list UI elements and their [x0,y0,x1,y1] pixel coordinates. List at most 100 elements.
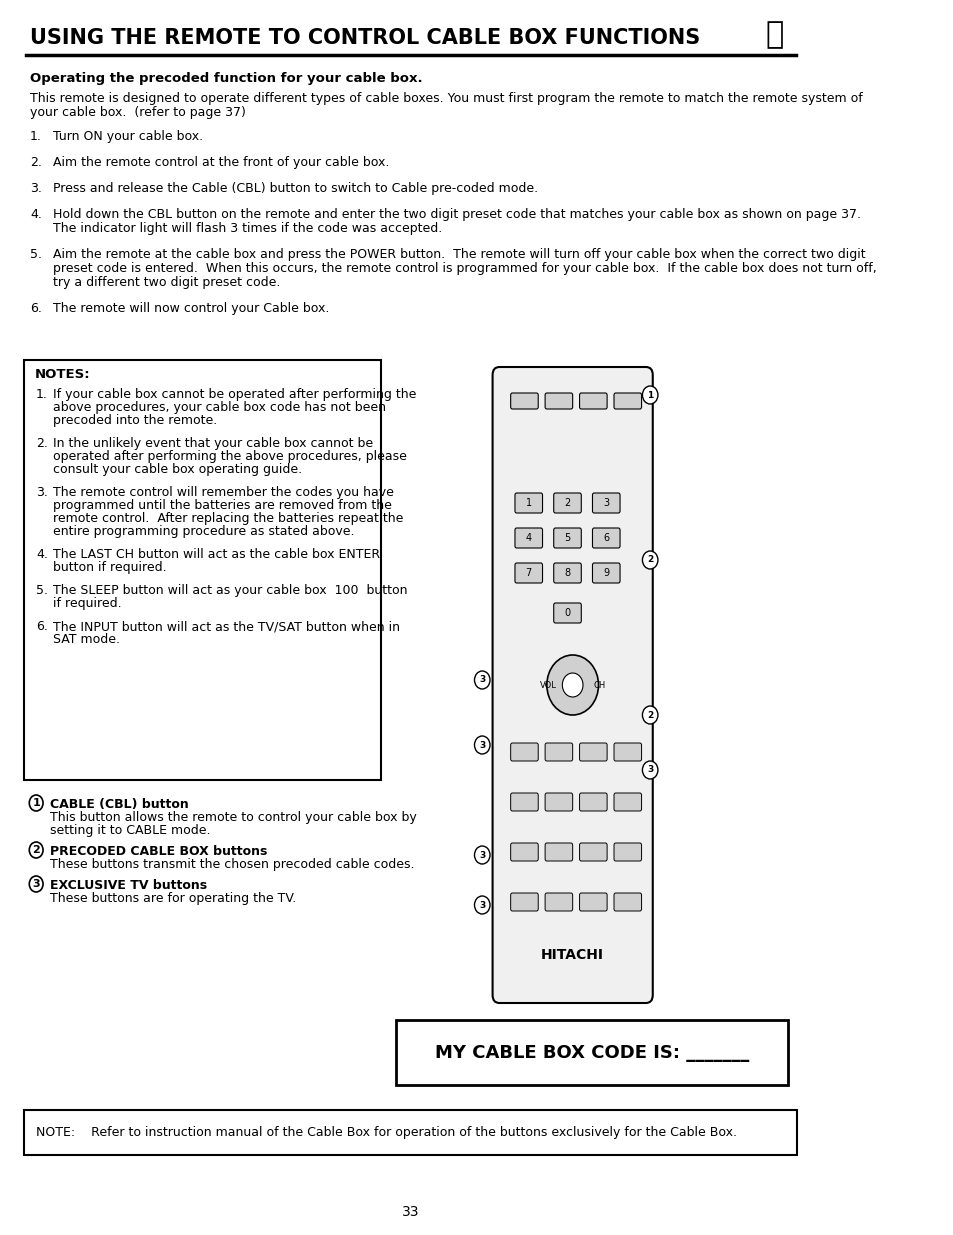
Text: 6: 6 [602,534,609,543]
Text: 6.: 6. [36,620,48,634]
Text: 2.: 2. [36,437,48,450]
FancyBboxPatch shape [510,393,537,409]
Text: remote control.  After replacing the batteries repeat the: remote control. After replacing the batt… [53,513,403,525]
Text: 3: 3 [478,676,485,684]
FancyBboxPatch shape [579,793,606,811]
Circle shape [30,842,43,858]
Text: 4: 4 [525,534,531,543]
Text: VOL: VOL [539,680,557,689]
Text: In the unlikely event that your cable box cannot be: In the unlikely event that your cable bo… [53,437,374,450]
Text: 33: 33 [401,1205,419,1219]
Text: These buttons transmit the chosen precoded cable codes.: These buttons transmit the chosen precod… [50,858,414,871]
Text: 3: 3 [32,879,40,889]
Text: Hold down the CBL button on the remote and enter the two digit preset code that : Hold down the CBL button on the remote a… [53,207,861,221]
Text: SAT mode.: SAT mode. [53,634,120,646]
FancyBboxPatch shape [515,529,542,548]
Text: entire programming procedure as stated above.: entire programming procedure as stated a… [53,525,355,538]
Text: This remote is designed to operate different types of cable boxes. You must firs: This remote is designed to operate diffe… [30,91,862,105]
FancyBboxPatch shape [395,1020,787,1086]
Text: The INPUT button will act as the TV/SAT button when in: The INPUT button will act as the TV/SAT … [53,620,400,634]
Circle shape [474,897,490,914]
FancyBboxPatch shape [544,893,572,911]
Circle shape [30,795,43,811]
FancyBboxPatch shape [492,367,652,1003]
Text: PRECODED CABLE BOX buttons: PRECODED CABLE BOX buttons [50,845,267,858]
Circle shape [641,706,658,724]
Text: 4.: 4. [30,207,42,221]
Text: preset code is entered.  When this occurs, the remote control is programmed for : preset code is entered. When this occurs… [53,262,876,275]
Text: 1: 1 [646,390,653,399]
Text: your cable box.  (refer to page 37): your cable box. (refer to page 37) [30,106,246,119]
Text: 6.: 6. [30,303,42,315]
Text: 3: 3 [602,498,609,508]
FancyBboxPatch shape [592,529,619,548]
FancyBboxPatch shape [579,893,606,911]
Text: 5.: 5. [30,248,42,261]
Text: consult your cable box operating guide.: consult your cable box operating guide. [53,463,302,475]
Text: CABLE (CBL) button: CABLE (CBL) button [50,798,189,811]
Text: 9: 9 [602,568,609,578]
Text: 2: 2 [646,710,653,720]
Text: The LAST CH button will act as the cable box ENTER: The LAST CH button will act as the cable… [53,548,380,561]
Text: if required.: if required. [53,597,122,610]
Text: 1.: 1. [30,130,42,143]
FancyBboxPatch shape [510,743,537,761]
Text: 2: 2 [646,556,653,564]
Text: Turn ON your cable box.: Turn ON your cable box. [53,130,203,143]
Text: The remote will now control your Cable box.: The remote will now control your Cable b… [53,303,330,315]
FancyBboxPatch shape [24,1110,796,1155]
Text: Press and release the Cable (CBL) button to switch to Cable pre-coded mode.: Press and release the Cable (CBL) button… [53,182,537,195]
FancyBboxPatch shape [614,393,641,409]
Text: These buttons are for operating the TV.: These buttons are for operating the TV. [50,892,295,905]
FancyBboxPatch shape [544,844,572,861]
FancyBboxPatch shape [544,793,572,811]
FancyBboxPatch shape [510,844,537,861]
FancyBboxPatch shape [553,603,580,622]
Text: 3: 3 [646,766,653,774]
FancyBboxPatch shape [510,893,537,911]
Text: CH: CH [593,680,605,689]
FancyBboxPatch shape [579,844,606,861]
Text: The SLEEP button will act as your cable box  100  button: The SLEEP button will act as your cable … [53,584,408,597]
Text: The remote control will remember the codes you have: The remote control will remember the cod… [53,487,394,499]
Circle shape [474,671,490,689]
FancyBboxPatch shape [614,893,641,911]
Circle shape [546,655,598,715]
Text: Aim the remote control at the front of your cable box.: Aim the remote control at the front of y… [53,156,390,169]
Circle shape [474,736,490,755]
FancyBboxPatch shape [553,529,580,548]
Text: setting it to CABLE mode.: setting it to CABLE mode. [50,824,211,837]
Circle shape [641,761,658,779]
Text: precoded into the remote.: precoded into the remote. [53,414,217,427]
Text: above procedures, your cable box code has not been: above procedures, your cable box code ha… [53,401,386,414]
Text: 1: 1 [525,498,531,508]
Text: 7: 7 [525,568,532,578]
Text: 3: 3 [478,900,485,909]
Text: 📱: 📱 [765,20,783,49]
FancyBboxPatch shape [515,493,542,513]
Text: This button allows the remote to control your cable box by: This button allows the remote to control… [50,811,416,824]
Text: NOTE:    Refer to instruction manual of the Cable Box for operation of the butto: NOTE: Refer to instruction manual of the… [36,1126,737,1139]
FancyBboxPatch shape [515,563,542,583]
Circle shape [641,387,658,404]
FancyBboxPatch shape [579,393,606,409]
Text: HITACHI: HITACHI [540,948,603,962]
Text: 1: 1 [32,798,40,808]
Text: 8: 8 [564,568,570,578]
Text: MY CABLE BOX CODE IS: _______: MY CABLE BOX CODE IS: _______ [435,1044,748,1062]
FancyBboxPatch shape [592,493,619,513]
Text: 5: 5 [564,534,570,543]
Text: operated after performing the above procedures, please: operated after performing the above proc… [53,450,407,463]
Text: If your cable box cannot be operated after performing the: If your cable box cannot be operated aft… [53,388,416,401]
FancyBboxPatch shape [544,743,572,761]
FancyBboxPatch shape [614,743,641,761]
Text: 2: 2 [564,498,570,508]
Text: button if required.: button if required. [53,561,167,574]
Circle shape [474,846,490,864]
FancyBboxPatch shape [614,793,641,811]
Text: 3: 3 [478,851,485,860]
FancyBboxPatch shape [592,563,619,583]
Circle shape [561,673,582,697]
FancyBboxPatch shape [614,844,641,861]
FancyBboxPatch shape [510,793,537,811]
